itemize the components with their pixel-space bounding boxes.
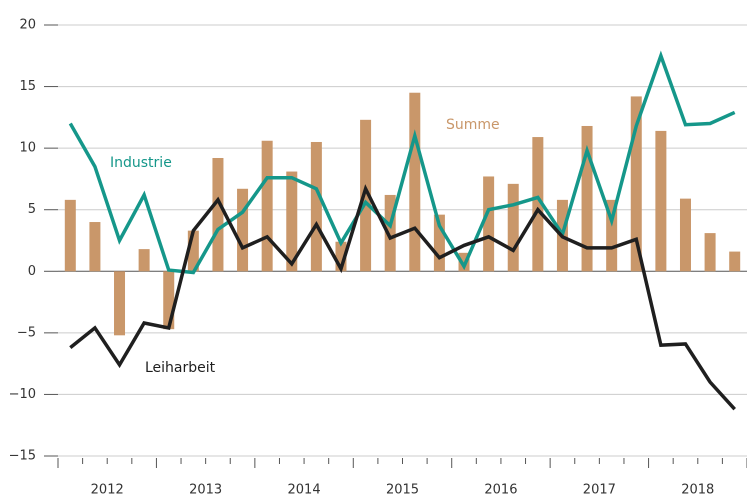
x-year-label: 2018 — [681, 483, 714, 498]
bar — [729, 251, 741, 272]
series-label: Summe — [446, 117, 500, 133]
bar — [384, 194, 396, 272]
bar — [606, 199, 618, 272]
y-tick-label: 10 — [19, 141, 36, 156]
series-label: Industrie — [110, 155, 172, 171]
line — [68, 50, 736, 275]
bar — [163, 271, 175, 330]
bar — [114, 271, 126, 336]
y-tick-label: 0 — [28, 264, 36, 279]
y-tick-label: −10 — [9, 387, 36, 402]
bar — [507, 183, 519, 272]
y-tick-label: 20 — [19, 18, 36, 33]
bar — [409, 92, 421, 272]
bar — [261, 140, 273, 272]
x-year-label: 2012 — [91, 483, 124, 498]
bar — [630, 96, 642, 272]
bar — [532, 137, 544, 272]
line — [69, 184, 736, 411]
bar — [679, 198, 691, 272]
x-year-label: 2015 — [386, 483, 419, 498]
y-tick-label: 15 — [19, 79, 36, 94]
x-year-label: 2013 — [189, 483, 222, 498]
bar — [704, 233, 716, 272]
y-tick-label: −15 — [9, 449, 36, 464]
x-year-label: 2014 — [288, 483, 321, 498]
bar — [187, 230, 199, 272]
x-year-label: 2016 — [484, 483, 517, 498]
series-label: Leiharbeit — [145, 360, 216, 376]
bar — [360, 119, 372, 272]
y-tick-label: 5 — [28, 202, 36, 217]
bar — [89, 222, 101, 272]
bar — [310, 141, 322, 272]
bar — [433, 214, 445, 272]
bar — [581, 125, 593, 272]
y-tick-label: −5 — [17, 325, 36, 340]
bar — [335, 241, 347, 272]
x-year-label: 2017 — [583, 483, 616, 498]
bar — [212, 157, 224, 272]
bar — [237, 188, 249, 272]
bar — [655, 130, 667, 272]
bar — [64, 199, 76, 272]
bar — [138, 249, 150, 272]
bar — [286, 171, 298, 272]
bar — [483, 176, 495, 272]
